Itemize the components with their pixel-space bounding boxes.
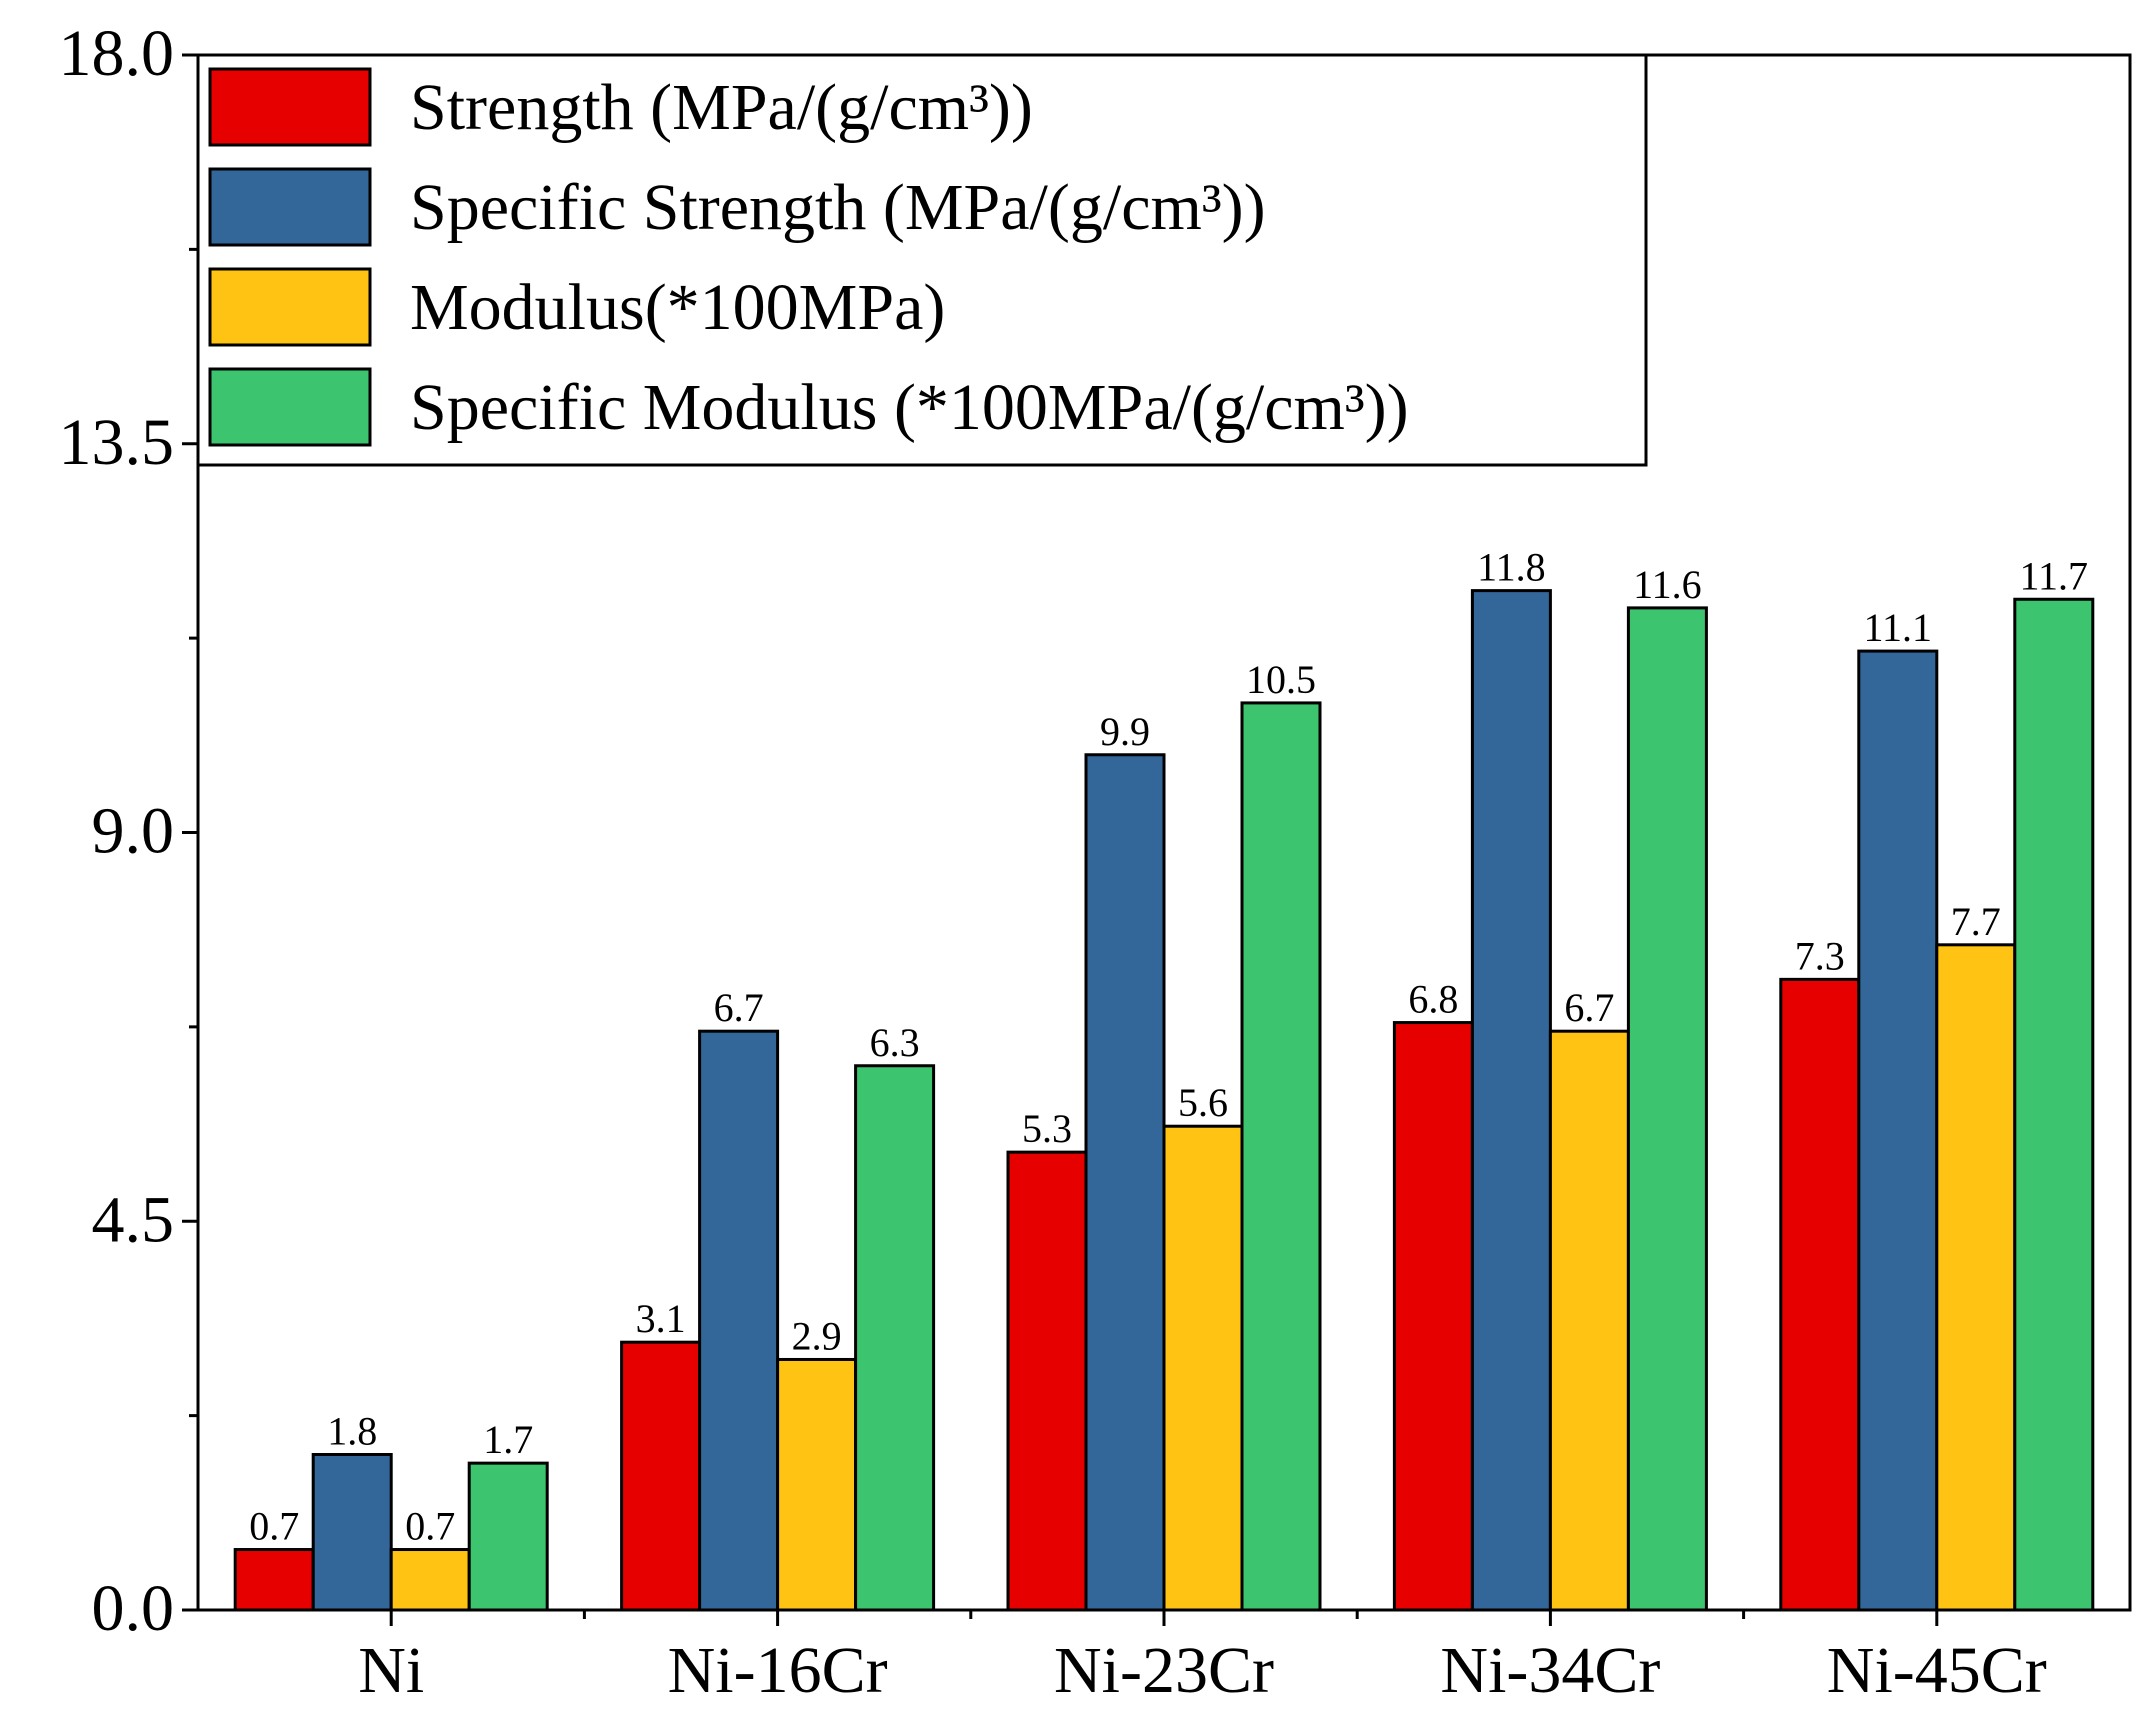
legend-label-1: Strength (MPa/(g/cm³)) [410,71,1033,144]
data-labels-group: 0.7 1.8 0.7 1.7 3.1 6.7 2.9 6.3 5.3 9.9 5.6 10.5 6.8… [249,545,2088,1549]
x-tick-label: Ni-34Cr [1440,1634,1660,1707]
data-label: 2.9 [792,1313,842,1358]
x-tick-label: Ni-23Cr [1054,1634,1274,1707]
y-tick-label: 9.0 [92,795,175,868]
bar-ni-45cr-series-4 [2013,597,2095,1612]
axes-group: 0.0 4.5 9.0 13.5 18.0 Ni Ni-16Cr Ni-23Cr Ni-34Cr… [59,17,2132,1707]
bar-ni-34cr-series-4 [1626,606,1708,1612]
bar-ni-34cr-series-1 [1392,1021,1474,1612]
legend-swatch-4 [208,367,372,447]
data-label: 11.6 [1633,562,1702,607]
x-tick-label: Ni [358,1634,424,1707]
data-label: 1.7 [483,1417,533,1462]
bar-ni-series-1 [233,1548,315,1612]
bar-ni-23cr-series-3 [1162,1124,1244,1612]
legend-label-2: Specific Strength (MPa/(g/cm³)) [410,171,1266,244]
bar-ni-series-2 [311,1453,393,1612]
data-label: 6.8 [1408,977,1458,1022]
legend-swatch-2 [208,167,372,247]
bar-ni-23cr-series-2 [1084,753,1166,1612]
bar-ni-16cr-series-3 [776,1357,858,1612]
y-tick-label: 13.5 [59,406,175,479]
y-tick-label: 4.5 [92,1183,175,1256]
y-tick-label: 0.0 [92,1572,175,1645]
data-label: 11.7 [2020,553,2089,598]
y-tick-label: 18.0 [59,17,175,90]
legend: Strength (MPa/(g/cm³)) Specific Strength … [196,53,1648,467]
data-label: 1.8 [327,1409,377,1454]
data-label: 9.9 [1100,709,1150,754]
legend-swatch-3 [208,267,372,347]
data-label: 7.7 [1951,899,2001,944]
x-tick-label: Ni-45Cr [1827,1634,2047,1707]
x-tick-label: Ni-16Cr [668,1634,888,1707]
bar-ni-45cr-series-2 [1857,649,1939,1612]
bar-ni-23cr-series-1 [1006,1150,1088,1612]
data-label: 11.1 [1864,605,1933,650]
data-label: 6.3 [870,1020,920,1065]
legend-box [196,53,1648,467]
bar-ni-series-3 [389,1548,471,1612]
legend-swatch-1 [208,67,372,147]
data-label: 0.7 [405,1504,455,1549]
bar-ni-16cr-series-1 [620,1340,702,1612]
bar-ni-34cr-series-2 [1470,589,1552,1612]
data-label: 10.5 [1246,657,1316,702]
bar-ni-45cr-series-3 [1935,943,2017,1612]
bar-ni-45cr-series-1 [1779,977,1861,1612]
legend-label-4: Specific Modulus (*100MPa/(g/cm³)) [410,371,1409,444]
data-label: 5.6 [1178,1080,1228,1125]
data-label: 7.3 [1795,933,1845,978]
data-label: 6.7 [714,985,764,1030]
bars-group [233,589,2095,1612]
bar-ni-series-4 [467,1461,549,1612]
legend-label-3: Modulus(*100MPa) [410,271,945,344]
data-label: 3.1 [636,1296,686,1341]
bar-ni-23cr-series-4 [1240,701,1322,1612]
data-label: 6.7 [1564,985,1614,1030]
data-label: 5.3 [1022,1106,1072,1151]
bar-ni-16cr-series-4 [854,1064,936,1612]
data-label: 11.8 [1477,545,1546,590]
data-label: 0.7 [249,1504,299,1549]
bar-ni-34cr-series-3 [1548,1029,1630,1612]
bar-ni-16cr-series-2 [698,1029,780,1612]
